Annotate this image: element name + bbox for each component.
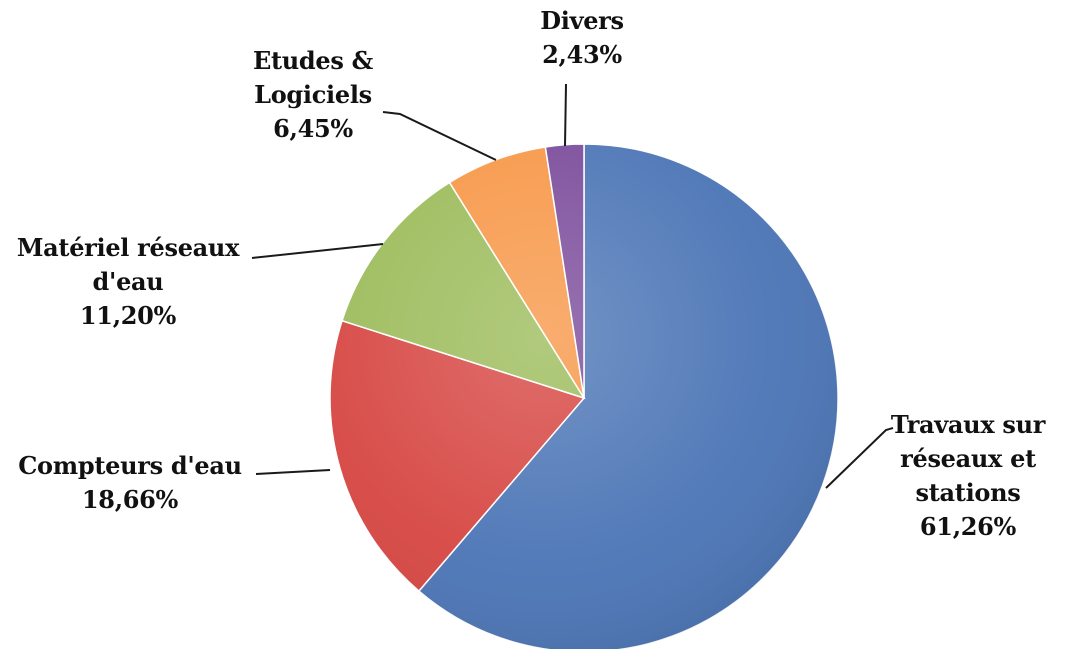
- slice-labels: Travaux sur réseaux et stations 61,26% Compt…: [17, 6, 1046, 541]
- data-label-percent: 18,66%: [82, 485, 179, 514]
- data-label-text: Etudes &: [253, 46, 374, 75]
- data-label-text: Travaux sur: [891, 410, 1046, 439]
- leader-line-divers: [564, 83, 567, 147]
- data-label-percent: 2,43%: [542, 40, 622, 69]
- data-label-text: réseaux et: [900, 444, 1036, 473]
- data-label-text: Matériel réseaux: [17, 233, 240, 262]
- data-label-percent: 11,20%: [80, 301, 177, 330]
- label-materiel-reseaux-d-eau: Matériel réseaux d'eau 11,20%: [17, 233, 240, 330]
- label-travaux-sur-reseaux-et-stations: Travaux sur réseaux et stations 61,26%: [891, 410, 1046, 541]
- data-label-text: Logiciels: [254, 80, 372, 109]
- data-label-percent: 6,45%: [273, 114, 353, 143]
- data-label-text: d'eau: [93, 267, 164, 296]
- data-label-text: stations: [916, 478, 1021, 507]
- leader-line-etudes-logiciels: [382, 111, 497, 161]
- pie-slices: [329, 143, 839, 649]
- data-label-text: Compteurs d'eau: [18, 451, 242, 480]
- label-divers: Divers 2,43%: [540, 6, 624, 69]
- label-compteurs-d-eau: Compteurs d'eau 18,66%: [18, 451, 242, 514]
- data-label-percent: 61,26%: [920, 512, 1017, 541]
- leader-line-materiel-reseaux-d-eau: [251, 243, 384, 259]
- data-label-text: Divers: [540, 6, 624, 35]
- leader-line-travaux-sur-reseaux-et-stations: [825, 427, 894, 489]
- leader-lines: [251, 83, 894, 489]
- label-etudes-logiciels: Etudes & Logiciels 6,45%: [253, 46, 374, 143]
- leader-line-compteurs-d-eau: [255, 469, 331, 475]
